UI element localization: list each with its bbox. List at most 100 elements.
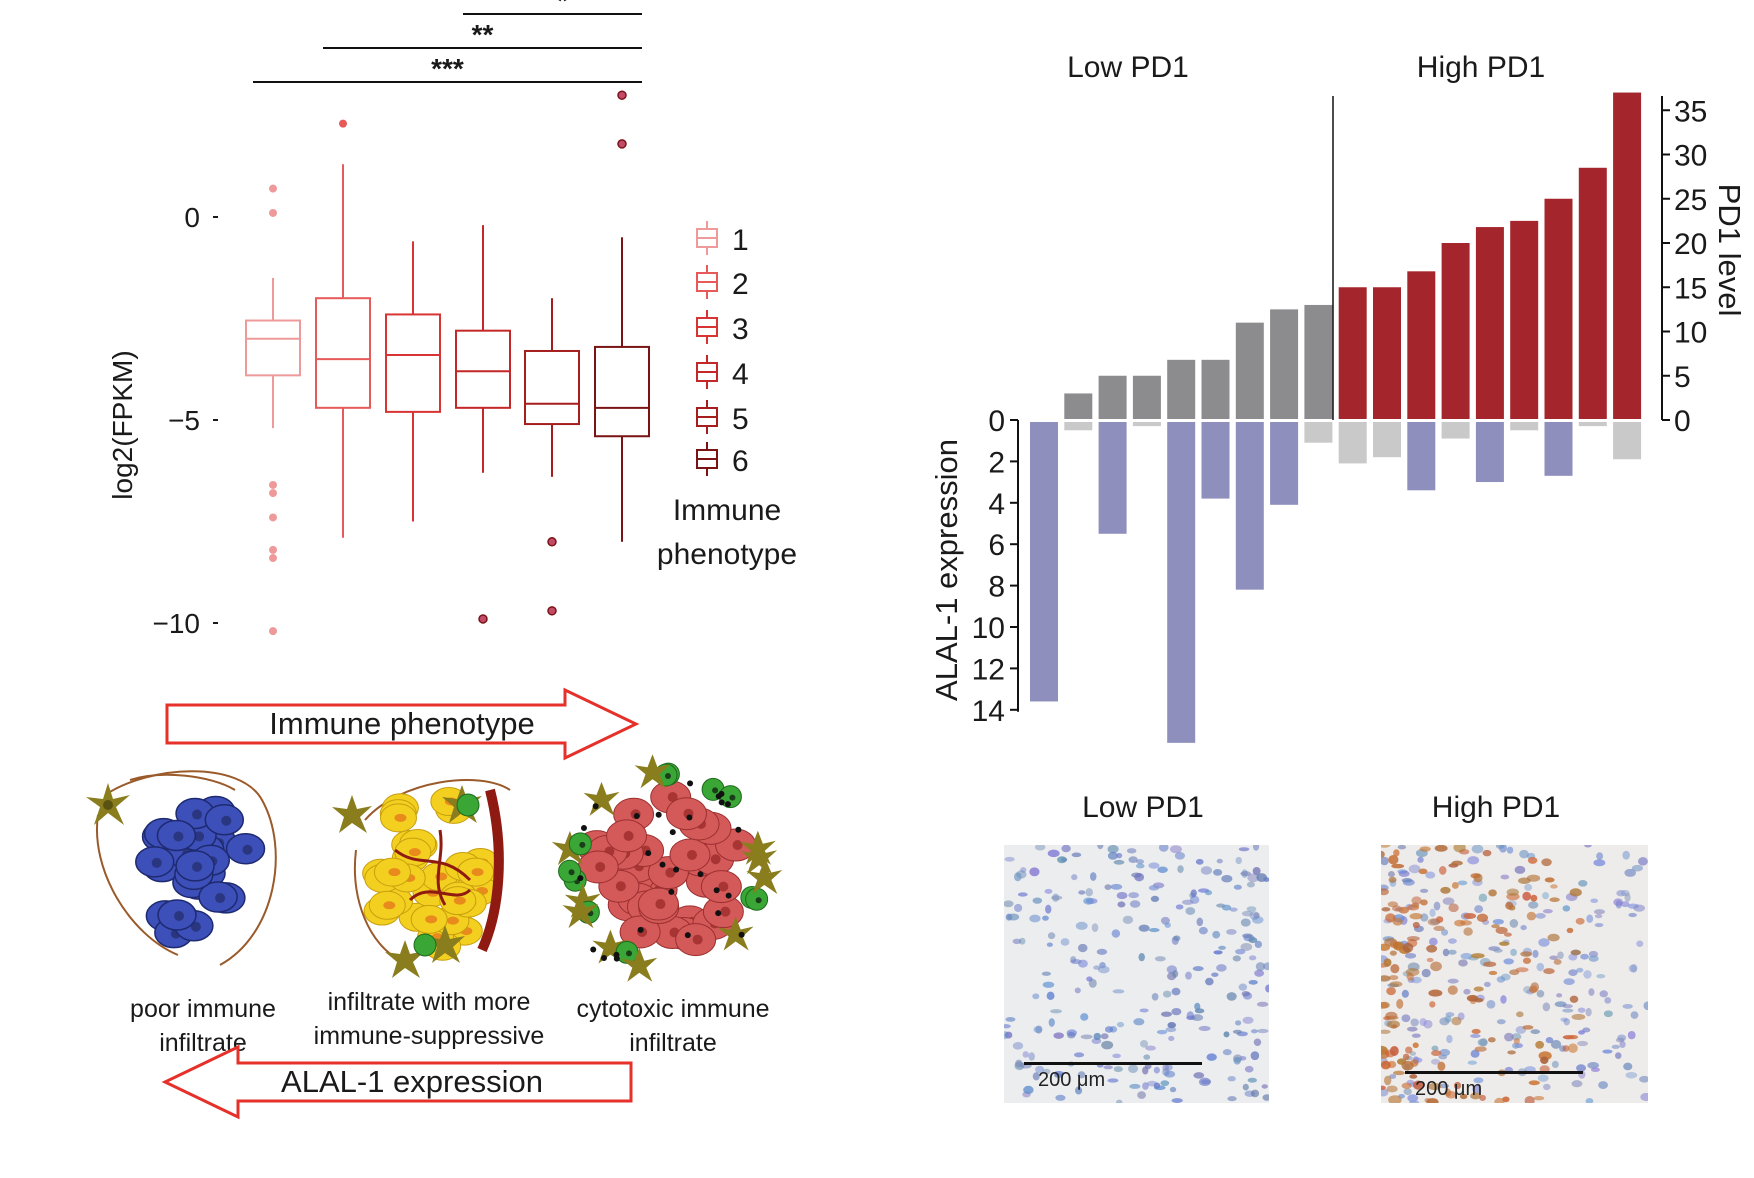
nucleus-stain	[1148, 862, 1160, 869]
stroma-body	[746, 859, 783, 894]
nucleus-stain	[1613, 898, 1624, 907]
nucleus-stain	[1620, 901, 1630, 908]
stroma-body	[332, 795, 372, 833]
nucleus-stain	[1262, 962, 1269, 971]
nucleus-stain	[1190, 889, 1197, 897]
nucleus-stain	[1615, 1052, 1622, 1060]
nucleus-stain	[1623, 1062, 1633, 1071]
nucleus-stain	[1113, 859, 1125, 865]
cell-nucleus	[453, 896, 466, 905]
nucleus-stain	[1246, 881, 1255, 888]
nucleus-stain	[1265, 984, 1269, 993]
outlier-point	[269, 208, 277, 217]
nucleus-stain	[1032, 897, 1043, 904]
nucleus-stain	[1022, 1051, 1029, 1058]
cell-nucleus	[383, 901, 396, 910]
pd1-positive-stain	[1544, 877, 1555, 883]
nucleus-stain	[1200, 866, 1213, 875]
nucleus-stain	[1156, 1029, 1168, 1035]
outlier-point	[617, 90, 627, 100]
granule-dot	[669, 829, 676, 836]
nucleus-stain	[1048, 1018, 1055, 1027]
nucleus-stain	[1101, 1040, 1114, 1050]
nucleus-stain	[1472, 1085, 1482, 1094]
nucleus-stain	[1500, 874, 1510, 880]
nucleus-stain	[1164, 1070, 1176, 1078]
nucleus-stain	[1162, 990, 1172, 998]
pd1-positive-stain	[1479, 1094, 1486, 1102]
nucleus-stain	[1530, 1029, 1541, 1035]
nucleus-stain	[1029, 914, 1041, 923]
nucleus-stain	[1235, 1020, 1242, 1026]
legend-label: 6	[732, 445, 749, 478]
nucleus-stain	[1066, 1029, 1077, 1037]
pd1-positive-stain	[1524, 1095, 1535, 1103]
left-tick-label: 12	[972, 653, 1005, 686]
stroma-cell	[562, 894, 599, 929]
nucleus-stain	[1138, 953, 1145, 962]
pd1-positive-stain	[1385, 1015, 1399, 1020]
nucleus-stain	[1397, 845, 1407, 850]
scale-bar-high	[1405, 1071, 1583, 1074]
nucleus-stain	[1543, 1083, 1551, 1091]
nucleus-stain	[1551, 1060, 1559, 1069]
nucleus-stain	[1535, 913, 1546, 919]
nucleus-stain	[1250, 1029, 1258, 1034]
nucleus-stain	[1194, 1008, 1205, 1014]
nucleus-stain	[1542, 908, 1553, 914]
stroma-body	[717, 916, 754, 951]
nucleus-stain	[1116, 891, 1128, 900]
nucleus-stain	[1460, 952, 1473, 960]
nucleus-stain	[1222, 1049, 1232, 1056]
stroma-body	[385, 940, 425, 978]
nucleus-stain	[1074, 1052, 1085, 1058]
immune-nucleus	[568, 869, 575, 876]
immune-nucleus	[664, 773, 671, 780]
pd1-positive-stain	[1567, 1034, 1579, 1040]
nucleus-stain	[1406, 1026, 1418, 1032]
nucleus-stain	[1611, 1044, 1620, 1049]
nucleus-stain	[1229, 907, 1238, 912]
granule-dot	[655, 811, 662, 818]
cell-nucleus	[686, 849, 697, 860]
nucleus-stain	[1104, 884, 1112, 891]
nucleus-stain	[1473, 1077, 1484, 1084]
pd1-positive-stain	[1570, 949, 1582, 956]
left-tick-label: 10	[972, 612, 1005, 645]
stroma-cell	[583, 781, 620, 816]
nucleus-stain	[1171, 1098, 1183, 1103]
nucleus-stain	[1256, 1001, 1269, 1007]
nucleus-stain	[1254, 940, 1263, 949]
pd1-positive-stain	[1412, 921, 1420, 929]
nucleus-stain	[1171, 1007, 1182, 1016]
alal1-bar	[1613, 422, 1642, 460]
pd1-positive-stain	[1381, 888, 1389, 896]
stroma-cell	[746, 859, 783, 894]
nucleus-stain	[1046, 942, 1053, 947]
nucleus-stain	[1578, 880, 1588, 887]
nucleus-stain	[1585, 1007, 1592, 1017]
nucleus-stain	[1128, 856, 1138, 863]
nucleus-stain	[1198, 1077, 1211, 1087]
cell-nucleus	[655, 899, 666, 910]
cell-nucleus	[692, 934, 703, 945]
nucleus-stain	[1035, 1065, 1045, 1074]
pd1-positive-stain	[1381, 975, 1391, 982]
nucleus-stain	[1596, 973, 1606, 979]
pd1-positive-stain	[1391, 863, 1405, 869]
pd1-positive-stain	[1426, 957, 1434, 963]
nucleus-stain	[1110, 883, 1123, 890]
pd1-positive-stain	[1389, 981, 1403, 988]
pd1-positive-stain	[1413, 1080, 1424, 1090]
nucleus-stain	[1107, 845, 1119, 854]
alal1-bar	[1235, 422, 1264, 590]
immune-phenotype-arrow: Immune phenotype	[165, 687, 640, 761]
nucleus-stain	[1514, 865, 1526, 874]
nucleus-stain	[1042, 1068, 1051, 1075]
micrograph-high-pd1: 200 μm	[1381, 845, 1648, 1103]
pd1-positive-stain	[1482, 849, 1492, 857]
box-group-2	[315, 119, 371, 538]
granule-dot	[659, 861, 666, 868]
pd1-positive-stain	[1393, 849, 1400, 857]
